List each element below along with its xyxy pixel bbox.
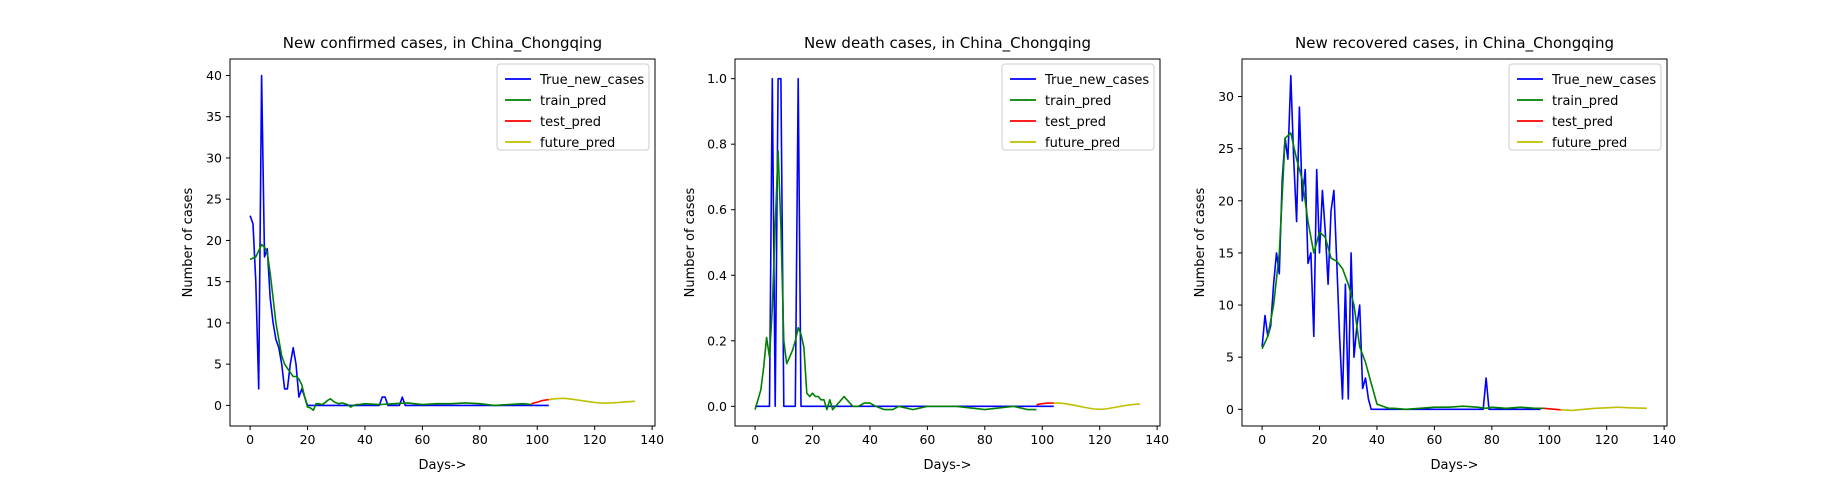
y-axis-label: Number of cases	[683, 187, 698, 297]
y-tick-label: 0	[214, 398, 222, 413]
chart-title: New confirmed cases, in China_Chongqing	[283, 34, 602, 53]
y-tick-label: 0	[1226, 402, 1234, 417]
y-tick-label: 15	[206, 274, 222, 289]
y-tick-label: 10	[1218, 298, 1234, 313]
legend-entry: future_pred	[1045, 136, 1120, 151]
y-tick-label: 35	[206, 109, 222, 124]
legend-entry: test_pred	[540, 115, 601, 130]
y-tick-label: 40	[206, 68, 222, 83]
y-tick-label: 0.6	[707, 202, 727, 217]
series-lines	[1261, 74, 1647, 412]
legend-box	[1001, 63, 1155, 151]
chart-title: New death cases, in China_Chongqing	[804, 34, 1091, 53]
x-tick-label: 40	[1369, 432, 1385, 447]
legend-entry: True_new_cases	[539, 73, 644, 88]
y-tick-label: 5	[1226, 350, 1234, 365]
series-line-3	[1560, 406, 1647, 412]
y-tick-label: 0.4	[707, 268, 727, 283]
x-tick-label: 0	[246, 432, 254, 447]
y-tick-label: 1.0	[707, 71, 727, 86]
legend-entry: True_new_cases	[1551, 73, 1656, 88]
legend: True_new_cases train_pred test_pred future_…	[1508, 63, 1662, 151]
y-axis-label: Number of cases	[1193, 187, 1208, 297]
x-axis-label: Days->	[1430, 458, 1478, 473]
legend-entry: train_pred	[1552, 94, 1618, 109]
x-tick-label: 60	[1426, 432, 1442, 447]
series-line-3	[548, 397, 635, 404]
series-line-0	[1261, 74, 1541, 411]
x-axis-label: Days->	[923, 458, 971, 473]
series-line-0	[249, 74, 549, 407]
legend-box	[496, 63, 650, 151]
x-tick-label: 140	[1145, 432, 1169, 447]
subplot-recovered: New recovered cases, in China_Chongqing …	[1193, 34, 1676, 473]
x-tick-label: 120	[583, 432, 607, 447]
legend-entry: test_pred	[1552, 115, 1613, 130]
axes-frame	[1241, 58, 1668, 427]
y-tick-label: 30	[1218, 89, 1234, 104]
series-line-1	[754, 150, 1037, 411]
series-line-2	[531, 398, 549, 405]
legend-entry: test_pred	[1045, 115, 1106, 130]
y-tick-label: 15	[1218, 245, 1234, 260]
x-tick-label: 0	[751, 432, 759, 447]
y-tick-label: 5	[214, 357, 222, 372]
series-line-2	[1036, 402, 1054, 406]
legend-box	[1508, 63, 1662, 151]
y-tick-label: 25	[206, 192, 222, 207]
axes-frame	[229, 58, 656, 427]
x-tick-label: 0	[1258, 432, 1266, 447]
chart-title: New recovered cases, in China_Chongqing	[1295, 34, 1614, 53]
x-tick-label: 100	[1537, 432, 1561, 447]
x-tick-label: 100	[525, 432, 549, 447]
y-tick-label: 20	[1218, 193, 1234, 208]
legend-entry: future_pred	[540, 136, 615, 151]
axes-frame	[734, 58, 1161, 427]
subplot-confirmed: New confirmed cases, in China_Chongqing …	[181, 34, 664, 473]
series-line-1	[1261, 132, 1544, 411]
y-tick-label: 0.8	[707, 137, 727, 152]
series-line-3	[1053, 402, 1140, 411]
x-tick-label: 60	[414, 432, 430, 447]
x-tick-label: 120	[1088, 432, 1112, 447]
legend-entry: train_pred	[540, 94, 606, 109]
legend-entry: train_pred	[1045, 94, 1111, 109]
y-tick-label: 30	[206, 150, 222, 165]
x-axis-label: Days->	[418, 458, 466, 473]
x-tick-label: 20	[300, 432, 316, 447]
legend-entry: True_new_cases	[1044, 73, 1149, 88]
x-tick-label: 40	[862, 432, 878, 447]
x-tick-label: 140	[1652, 432, 1676, 447]
x-tick-label: 20	[1312, 432, 1328, 447]
x-tick-label: 80	[977, 432, 993, 447]
legend: True_new_cases train_pred test_pred future_…	[1001, 63, 1155, 151]
series-lines	[249, 74, 635, 412]
legend-entry: future_pred	[1552, 136, 1627, 151]
x-tick-label: 140	[640, 432, 664, 447]
x-tick-label: 80	[1484, 432, 1500, 447]
series-lines	[754, 77, 1140, 411]
series-line-2	[1543, 407, 1561, 411]
subplot-death: New death cases, in China_Chongqing Days…	[683, 34, 1169, 473]
x-tick-label: 120	[1595, 432, 1619, 447]
y-tick-label: 0.2	[707, 333, 727, 348]
y-tick-label: 20	[206, 233, 222, 248]
x-tick-label: 20	[805, 432, 821, 447]
x-tick-label: 60	[919, 432, 935, 447]
x-tick-label: 80	[472, 432, 488, 447]
y-tick-label: 10	[206, 315, 222, 330]
y-tick-label: 0.0	[707, 399, 727, 414]
legend: True_new_cases train_pred test_pred future_…	[496, 63, 650, 151]
y-axis-label: Number of cases	[181, 187, 196, 297]
series-line-1	[249, 243, 532, 412]
y-tick-label: 25	[1218, 141, 1234, 156]
x-tick-label: 40	[357, 432, 373, 447]
x-tick-label: 100	[1030, 432, 1054, 447]
